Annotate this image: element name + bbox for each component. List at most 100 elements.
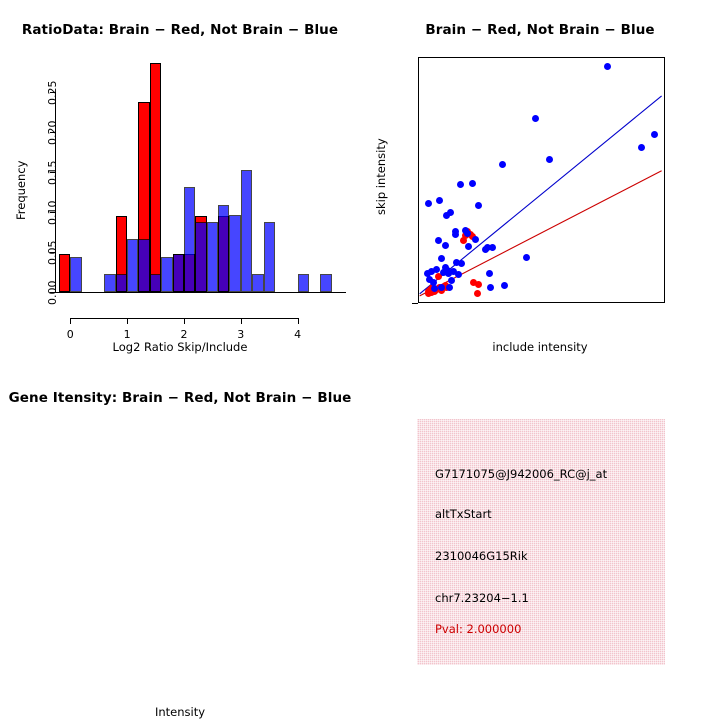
histogram-bar <box>297 274 310 292</box>
histogram-bar <box>320 274 332 292</box>
scatter-point <box>443 212 451 220</box>
ratio-hist-xlabel: Log2 Ratio Skip/Include <box>112 340 248 354</box>
histogram-bar <box>58 253 71 292</box>
scatter-point <box>532 115 540 122</box>
scatter-point <box>444 269 452 277</box>
y-axis-tick <box>50 172 56 173</box>
histogram-bar <box>149 274 162 292</box>
y-axis-tick <box>412 303 418 304</box>
scatter-point <box>448 276 456 284</box>
info-line-event-type: altTxStart <box>435 507 492 521</box>
scatter-point <box>468 179 476 187</box>
histogram-bar <box>172 253 184 292</box>
scatter-point <box>651 131 659 139</box>
histogram-bar <box>127 239 139 292</box>
scatter-point <box>455 270 463 278</box>
info-line-locus: chr7.23204−1.1 <box>435 591 529 605</box>
regression-lines <box>419 95 662 297</box>
histogram-bar <box>206 221 219 292</box>
histogram-bar <box>252 274 264 292</box>
scatter-point <box>475 202 483 210</box>
x-axis-tick <box>70 318 72 324</box>
scatter-point <box>424 200 432 208</box>
scatter-point <box>434 272 442 280</box>
scatter-point <box>438 255 446 263</box>
scatter-plot-area <box>412 57 665 304</box>
scatter-point <box>465 243 473 251</box>
panel-gene-histogram: Gene Itensity: Brain − Red, Not Brain − … <box>0 360 360 720</box>
scatter-point <box>423 269 431 277</box>
histogram-bar <box>240 169 253 292</box>
histogram-bar <box>115 274 128 292</box>
gene-info-panel: G7171075@J942006_RC@j_at altTxStart 2310… <box>417 419 665 665</box>
y-axis-tick <box>50 292 56 293</box>
gene-hist-plot-area <box>56 416 346 640</box>
y-axis-tick <box>50 92 56 93</box>
gene-hist-title: Gene Itensity: Brain − Red, Not Brain − … <box>8 390 352 406</box>
scatter-point <box>437 284 445 292</box>
scatter-point <box>463 229 471 237</box>
x-axis-line <box>56 292 346 293</box>
scatter-point <box>450 267 458 275</box>
y-axis-line <box>55 92 56 292</box>
histogram-bar <box>229 215 241 292</box>
x-axis-tick <box>127 318 129 324</box>
scatter-point <box>460 236 468 244</box>
scatter-point <box>434 236 442 244</box>
scatter-point <box>431 285 439 293</box>
x-axis-tick <box>240 318 242 324</box>
scatter-point <box>445 284 453 292</box>
scatter-point <box>470 279 478 286</box>
histogram-bar <box>138 239 150 292</box>
scatter-point <box>485 269 493 277</box>
histogram-bar <box>195 221 207 292</box>
scatter-point <box>500 282 508 290</box>
ratio-hist-title: RatioData: Brain − Red, Not Brain − Blue <box>21 22 339 38</box>
y-axis-tick <box>50 252 56 253</box>
scatter-point <box>483 244 491 252</box>
scatter-point <box>488 244 496 252</box>
x-tick-label: 3 <box>237 328 245 341</box>
info-line-gene-symbol: 2310046G15Rik <box>435 549 528 563</box>
y-axis-tick <box>50 132 56 133</box>
histogram-bar <box>70 256 82 292</box>
scatter-point <box>472 235 480 243</box>
scatter-frame <box>418 57 665 303</box>
ratio-hist-plot-area <box>50 60 346 324</box>
scatter-point <box>452 230 460 238</box>
x-axis-tick <box>297 318 299 324</box>
histogram-bar <box>263 221 275 292</box>
scatter-point <box>441 242 449 250</box>
scatter-point <box>439 268 447 276</box>
y-axis-tick <box>50 212 56 213</box>
scatter-point <box>475 281 483 289</box>
histogram-bar <box>183 187 196 292</box>
x-tick-label: 0 <box>66 328 74 341</box>
histogram-bar <box>149 63 162 292</box>
scatter-point <box>453 258 461 266</box>
scatter-point <box>603 62 611 70</box>
scatter-point <box>456 180 464 188</box>
scatter-point <box>546 156 554 163</box>
scatter-point <box>429 279 437 286</box>
x-tick-label: 4 <box>294 328 302 341</box>
histogram-bar <box>104 274 116 292</box>
gene-hist-xlabel: Intensity <box>154 705 206 719</box>
scatter-point <box>473 290 481 298</box>
panel-ratio-histogram: RatioData: Brain − Red, Not Brain − Blue… <box>0 0 360 360</box>
scatter-point <box>499 161 507 169</box>
info-line-pval: Pval: 2.000000 <box>435 622 522 636</box>
scatter-point <box>522 254 530 262</box>
x-axis-tickbar <box>70 318 298 319</box>
histogram-bar <box>161 256 173 292</box>
scatter-xlabel: include intensity <box>492 340 588 354</box>
scatter-point <box>637 143 645 151</box>
x-tick-label: 1 <box>123 328 131 341</box>
ratio-hist-ylabel: Frequency <box>14 160 28 220</box>
scatter-title: Brain − Red, Not Brain − Blue <box>425 22 655 38</box>
scatter-point <box>433 265 441 273</box>
info-line-probe-id: G7171075@J942006_RC@j_at <box>435 467 608 481</box>
x-tick-label: 2 <box>180 328 188 341</box>
scatter-ylabel: skip intensity <box>374 138 388 215</box>
